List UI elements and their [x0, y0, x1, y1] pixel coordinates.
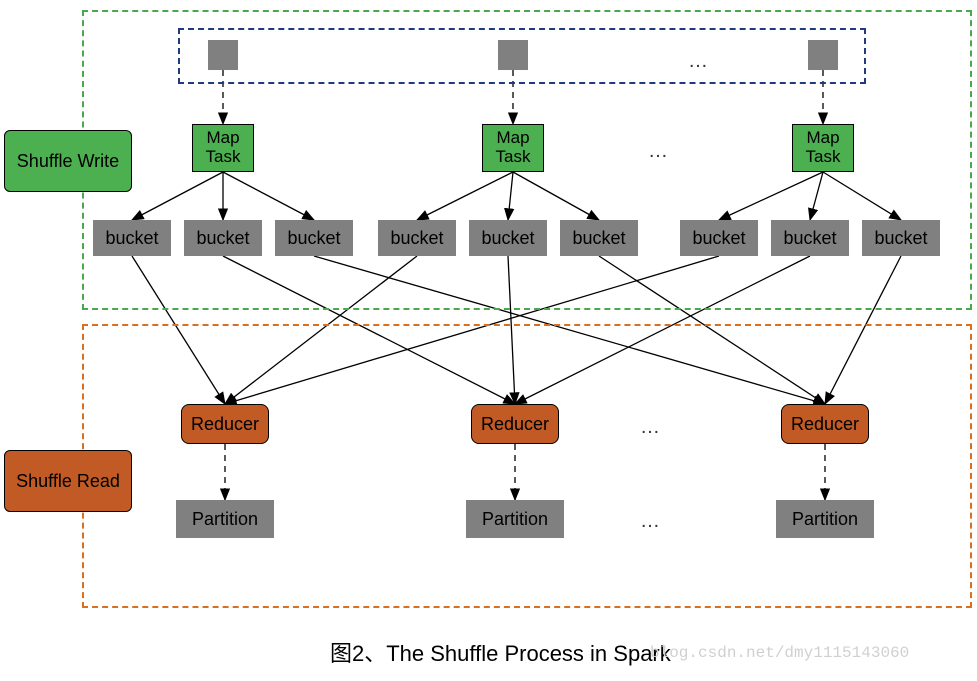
bucket-2-0: bucket	[680, 220, 758, 256]
partition-2-label: Partition	[792, 509, 858, 530]
figure-caption: 图2、The Shuffle Process in Spark	[330, 636, 671, 668]
partition-0-label: Partition	[192, 509, 258, 530]
input-square-1	[498, 40, 528, 70]
bucket-1-1-label: bucket	[481, 228, 534, 249]
bucket-2-1-label: bucket	[783, 228, 836, 249]
partition-0: Partition	[176, 500, 274, 538]
bucket-0-1-label: bucket	[196, 228, 249, 249]
reducer-1-label: Reducer	[481, 414, 549, 435]
watermark-text: blog.csdn.net/dmy1115143060	[650, 644, 909, 662]
reducer-0: Reducer	[181, 404, 269, 444]
map-task-1: Map Task	[482, 124, 544, 172]
input-square-0	[208, 40, 238, 70]
reducer-2: Reducer	[781, 404, 869, 444]
bucket-2-0-label: bucket	[692, 228, 745, 249]
bucket-0-0-label: bucket	[105, 228, 158, 249]
shuffle-write-label: Shuffle Write	[4, 130, 132, 192]
bucket-1-2: bucket	[560, 220, 638, 256]
partition-2: Partition	[776, 500, 874, 538]
partition-1-label: Partition	[482, 509, 548, 530]
reducer-1: Reducer	[471, 404, 559, 444]
input-square-2	[808, 40, 838, 70]
bucket-1-0-label: bucket	[390, 228, 443, 249]
bucket-0-0: bucket	[93, 220, 171, 256]
bucket-2-2-label: bucket	[874, 228, 927, 249]
bucket-1-0: bucket	[378, 220, 456, 256]
map-task-0: Map Task	[192, 124, 254, 172]
shuffle-read-label: Shuffle Read	[4, 450, 132, 512]
shuffle-read-text: Shuffle Read	[16, 471, 120, 492]
map-task-1-label: Map Task	[496, 129, 531, 166]
bucket-1-1: bucket	[469, 220, 547, 256]
bucket-0-2-label: bucket	[287, 228, 340, 249]
bucket-2-1: bucket	[771, 220, 849, 256]
bucket-2-2: bucket	[862, 220, 940, 256]
partition-1: Partition	[466, 500, 564, 538]
reducer-2-label: Reducer	[791, 414, 859, 435]
reducer-ellipsis: …	[640, 416, 662, 439]
partition-ellipsis: …	[640, 510, 662, 533]
shuffle-read-region	[82, 324, 972, 608]
map-task-0-label: Map Task	[206, 129, 241, 166]
map-task-2: Map Task	[792, 124, 854, 172]
input-ellipsis: …	[688, 50, 710, 73]
bucket-0-2: bucket	[275, 220, 353, 256]
shuffle-write-text: Shuffle Write	[17, 151, 119, 172]
map-task-2-label: Map Task	[806, 129, 841, 166]
bucket-0-1: bucket	[184, 220, 262, 256]
maptask-ellipsis: …	[648, 140, 670, 163]
bucket-1-2-label: bucket	[572, 228, 625, 249]
reducer-0-label: Reducer	[191, 414, 259, 435]
